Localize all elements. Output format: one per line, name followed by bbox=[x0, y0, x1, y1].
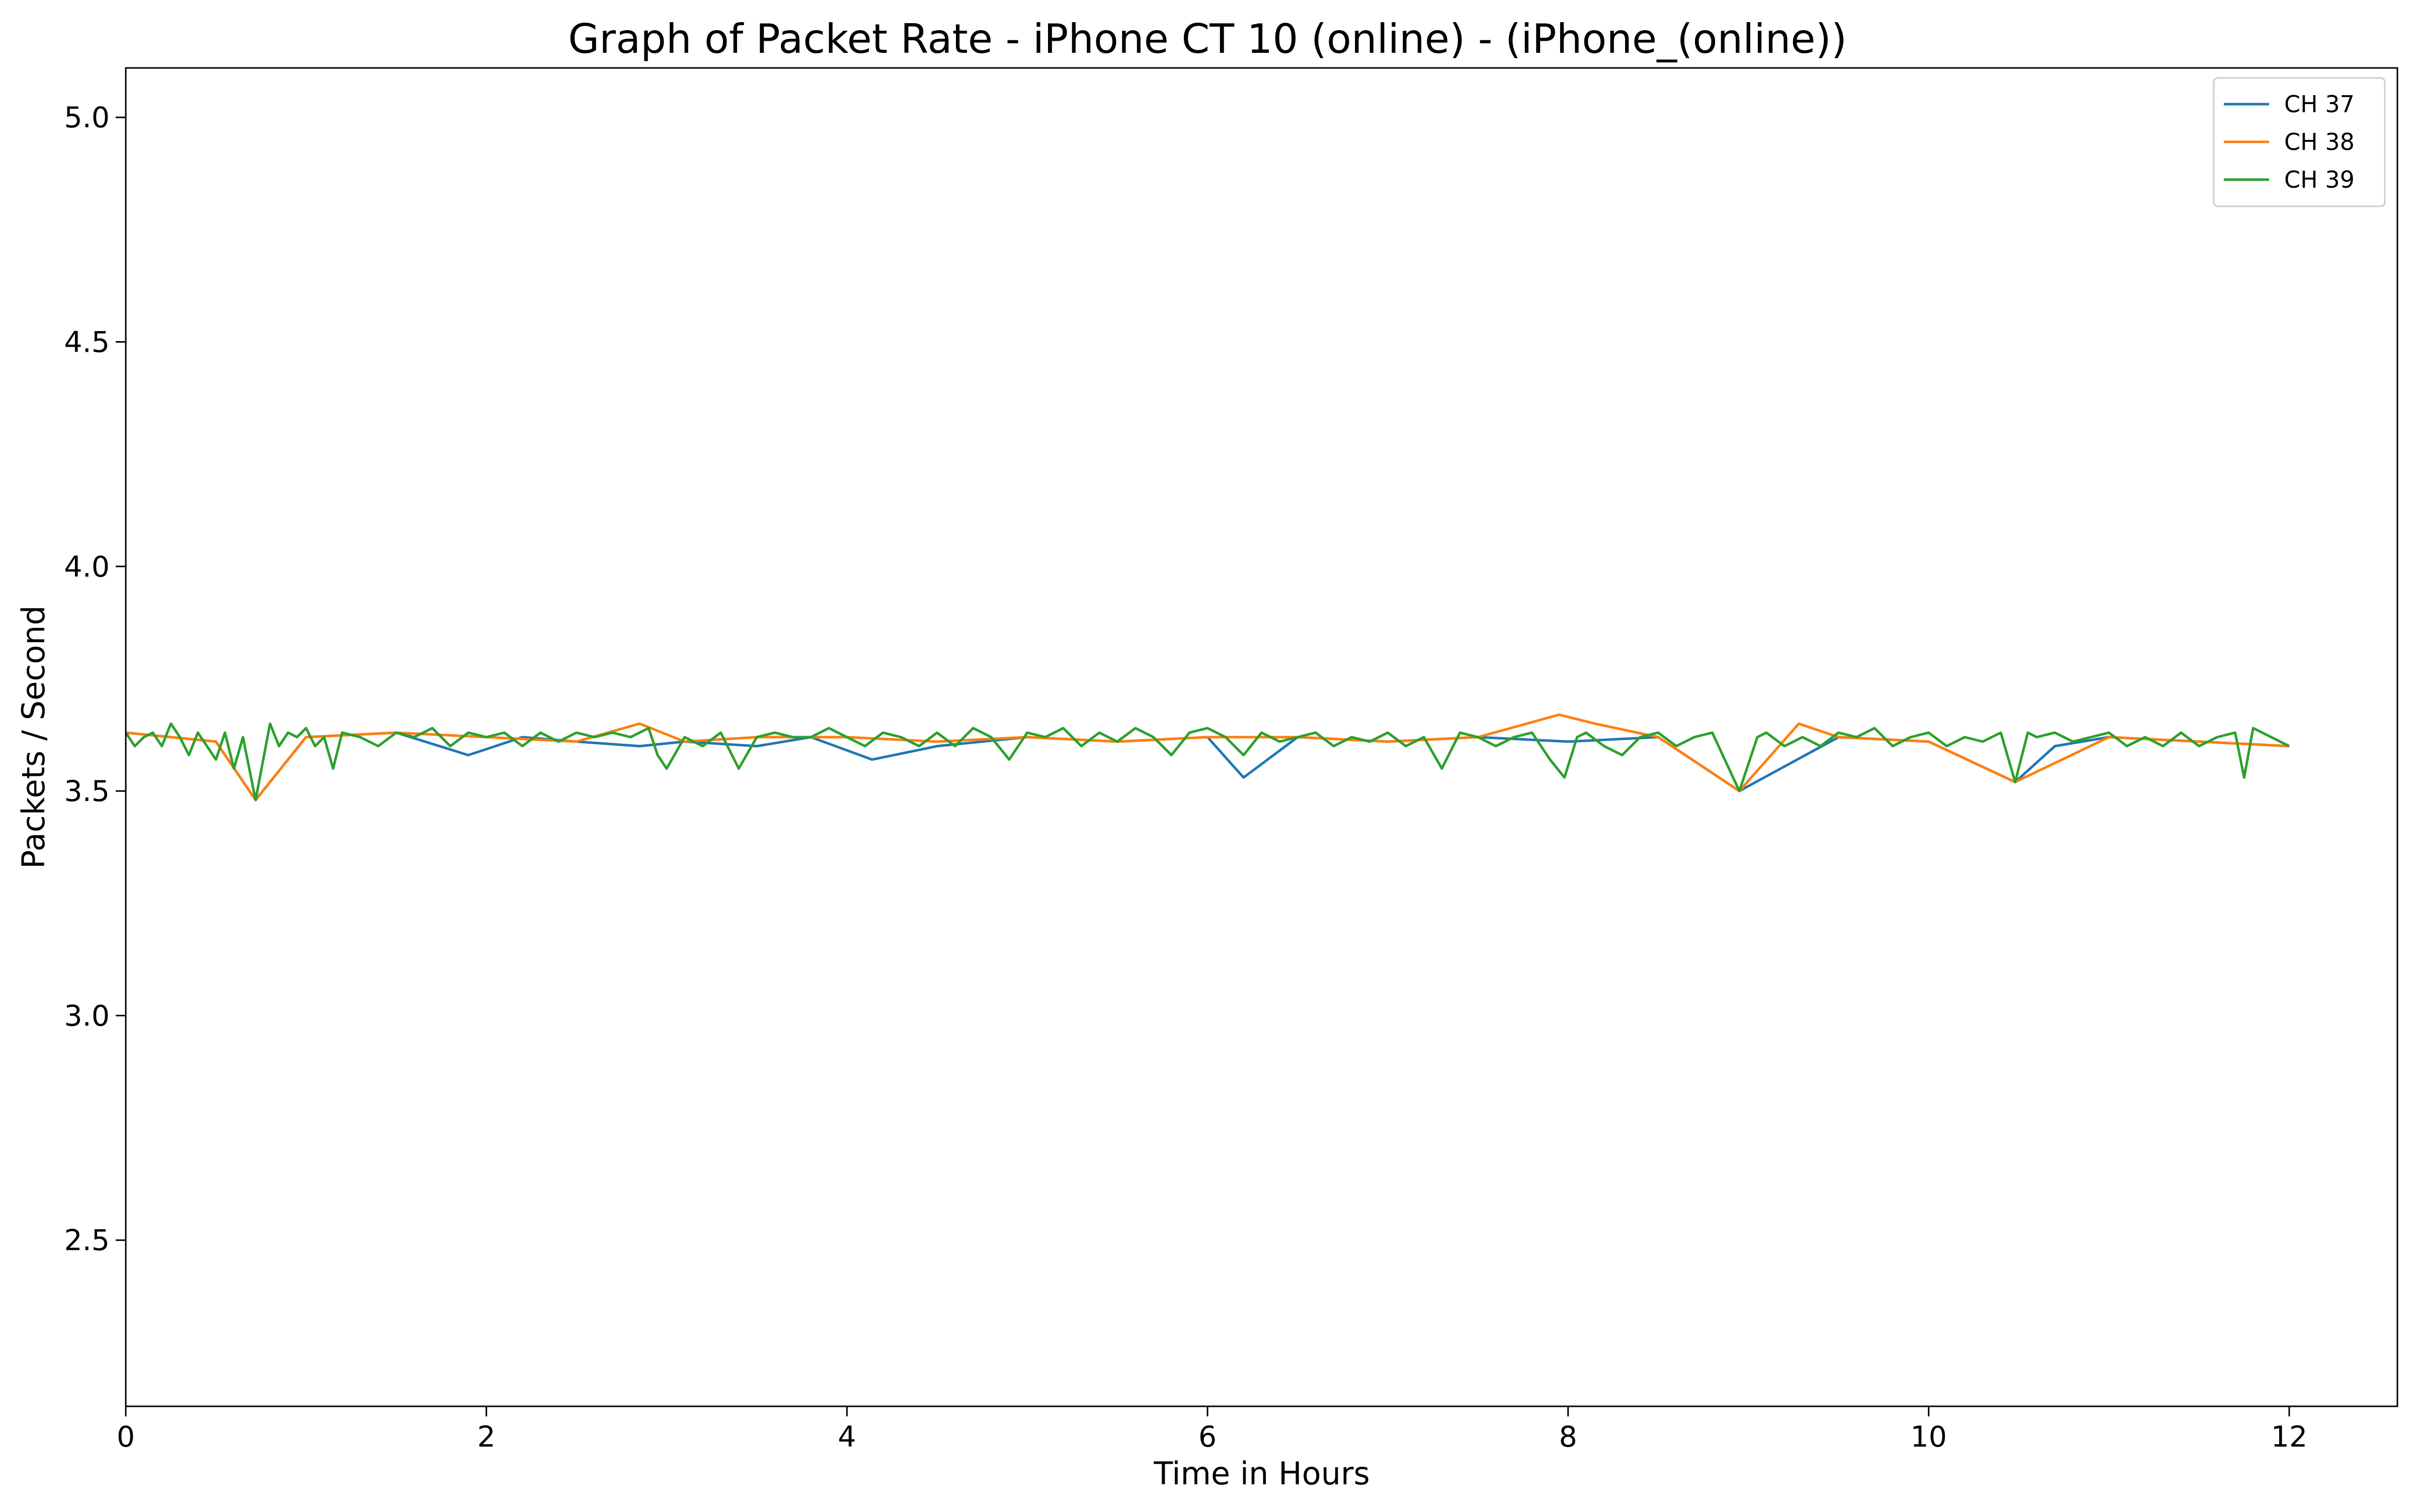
legend-label: CH 37 bbox=[2284, 91, 2355, 118]
legend: CH 37 CH 38 CH 39 bbox=[2213, 77, 2386, 207]
x-tick-label: 4 bbox=[838, 1420, 856, 1454]
legend-label: CH 39 bbox=[2284, 166, 2355, 193]
x-tick-label: 2 bbox=[477, 1420, 496, 1454]
y-tick-label: 2.5 bbox=[64, 1224, 110, 1257]
x-tick-label: 6 bbox=[1198, 1420, 1217, 1454]
y-axis-label: Packets / Second bbox=[15, 605, 52, 869]
y-tick-label: 4.0 bbox=[64, 550, 110, 584]
plot-frame bbox=[125, 67, 2398, 1407]
plot-area bbox=[124, 67, 2398, 1407]
y-tick-label: 3.5 bbox=[64, 775, 110, 808]
x-tick-label: 8 bbox=[1559, 1420, 1577, 1454]
legend-frame bbox=[2213, 77, 2386, 207]
x-tick-label: 10 bbox=[1910, 1420, 1947, 1454]
chart-title: Graph of Packet Rate - iPhone CT 10 (onl… bbox=[568, 16, 1847, 62]
legend-label: CH 38 bbox=[2284, 128, 2355, 155]
series-line-ch-39 bbox=[124, 722, 2290, 802]
y-tick-label: 5.0 bbox=[64, 101, 110, 134]
x-axis-label: Time in Hours bbox=[1153, 1455, 1370, 1492]
series-line-ch-38 bbox=[125, 713, 2290, 802]
series-layer bbox=[124, 713, 2290, 802]
y-tick-label: 3.0 bbox=[64, 999, 110, 1032]
x-tick-label: 0 bbox=[117, 1420, 135, 1454]
y-tick-label: 4.5 bbox=[64, 326, 110, 359]
x-axis: 0 2 4 6 8 10 12 bbox=[117, 1406, 2307, 1454]
x-tick-label: 12 bbox=[2271, 1420, 2308, 1454]
y-axis: 2.5 3.0 3.5 4.0 4.5 5.0 bbox=[64, 101, 126, 1257]
